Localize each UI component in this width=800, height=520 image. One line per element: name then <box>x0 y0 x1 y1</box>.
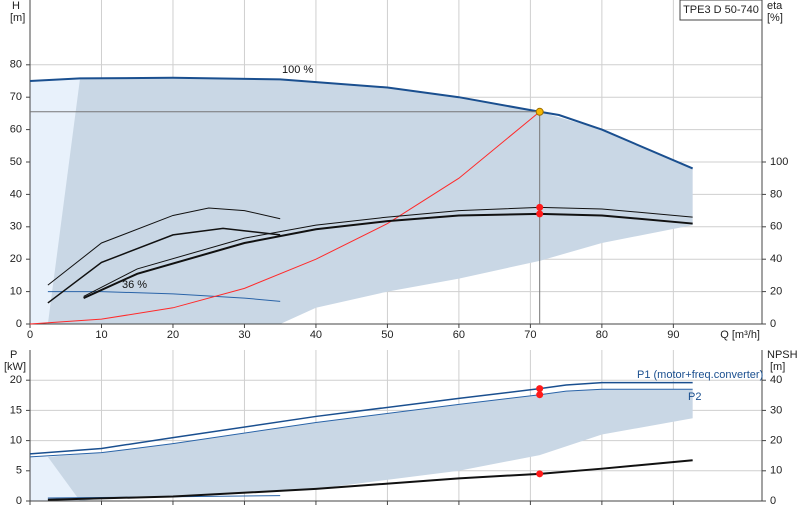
curve <box>29 388 693 458</box>
y-tick-label: 0 <box>16 495 22 507</box>
y2-tick-label: 40 <box>770 253 782 265</box>
y-unit: [m] <box>10 12 25 24</box>
y2-tick-label: 0 <box>770 318 776 330</box>
x-label: Q [m³/h] <box>720 329 760 341</box>
curve <box>83 206 693 297</box>
y2-unit: [m] <box>770 361 785 373</box>
y2-tick-label: 10 <box>770 465 782 477</box>
operating-area <box>30 455 81 501</box>
y-tick-label: 10 <box>10 286 22 298</box>
x-tick-label: 50 <box>381 329 393 341</box>
operating-area <box>47 389 693 501</box>
series-label: 36 % <box>122 279 147 291</box>
y-tick-label: 50 <box>10 156 22 168</box>
curve <box>47 291 281 302</box>
series-label: P1 (motor+freq.converter) <box>637 369 763 381</box>
y-tick-label: 70 <box>10 91 22 103</box>
point-layer <box>535 107 544 478</box>
curve <box>47 207 281 286</box>
y-tick-label: 40 <box>10 188 22 200</box>
area-layer <box>30 77 693 501</box>
x-tick-label: 10 <box>95 329 107 341</box>
duty-point <box>536 391 544 399</box>
y2-tick-label: 30 <box>770 404 782 416</box>
y2-label: eta <box>767 0 783 12</box>
y2-tick-label: 40 <box>770 374 782 386</box>
y2-tick-label: 60 <box>770 221 782 233</box>
x-tick-label: 60 <box>453 329 465 341</box>
y-label: P <box>10 349 17 361</box>
x-tick-label: 40 <box>310 329 322 341</box>
text-layer: 0 10 20 30 40 50 60 70 80 90010203040506070800204… <box>10 59 789 507</box>
y-tick-label: 10 <box>10 435 22 447</box>
y-tick-label: 60 <box>10 124 22 136</box>
line-layer <box>29 76 694 501</box>
y2-label: NPSH <box>767 349 798 361</box>
y2-tick-label: 0 <box>770 495 776 507</box>
y2-tick-label: 20 <box>770 435 782 447</box>
y-tick-label: 5 <box>16 465 22 477</box>
y2-unit: [%] <box>767 12 783 24</box>
curve <box>47 227 281 304</box>
x-tick-label: 80 <box>596 329 608 341</box>
x-tick-label: 30 <box>238 329 250 341</box>
title-box <box>679 0 763 21</box>
curve <box>83 212 693 299</box>
y2-tick-label: 80 <box>770 188 782 200</box>
x-tick-label: 20 <box>167 329 179 341</box>
duty-point <box>536 385 544 393</box>
y2-tick-label: 20 <box>770 286 782 298</box>
y-unit: [kW] <box>4 361 26 373</box>
operating-area <box>30 77 693 324</box>
curve <box>47 459 693 501</box>
series-label: 100 % <box>282 64 313 76</box>
y2-tick-label: 100 <box>770 156 788 168</box>
duty-point <box>536 470 544 478</box>
x-tick-label: 90 <box>667 329 679 341</box>
y-tick-label: 20 <box>10 253 22 265</box>
curve <box>29 76 694 170</box>
y-tick-label: 20 <box>10 374 22 386</box>
series-label: P2 <box>688 391 701 403</box>
axis-layer <box>26 0 766 505</box>
operating-area <box>30 78 81 325</box>
y-tick-label: 0 <box>16 318 22 330</box>
curve <box>29 111 541 325</box>
y-tick-label: 15 <box>10 404 22 416</box>
x-tick-label: 0 <box>27 329 33 341</box>
duty-point <box>536 210 544 218</box>
y-label: H <box>12 0 20 12</box>
chart-title: TPE3 D 50-740 <box>683 4 759 16</box>
y-tick-label: 80 <box>10 59 22 71</box>
duty-point <box>536 203 544 211</box>
duty-point <box>535 107 544 116</box>
x-tick-label: 70 <box>524 329 536 341</box>
y-tick-label: 30 <box>10 221 22 233</box>
curve <box>29 381 693 455</box>
